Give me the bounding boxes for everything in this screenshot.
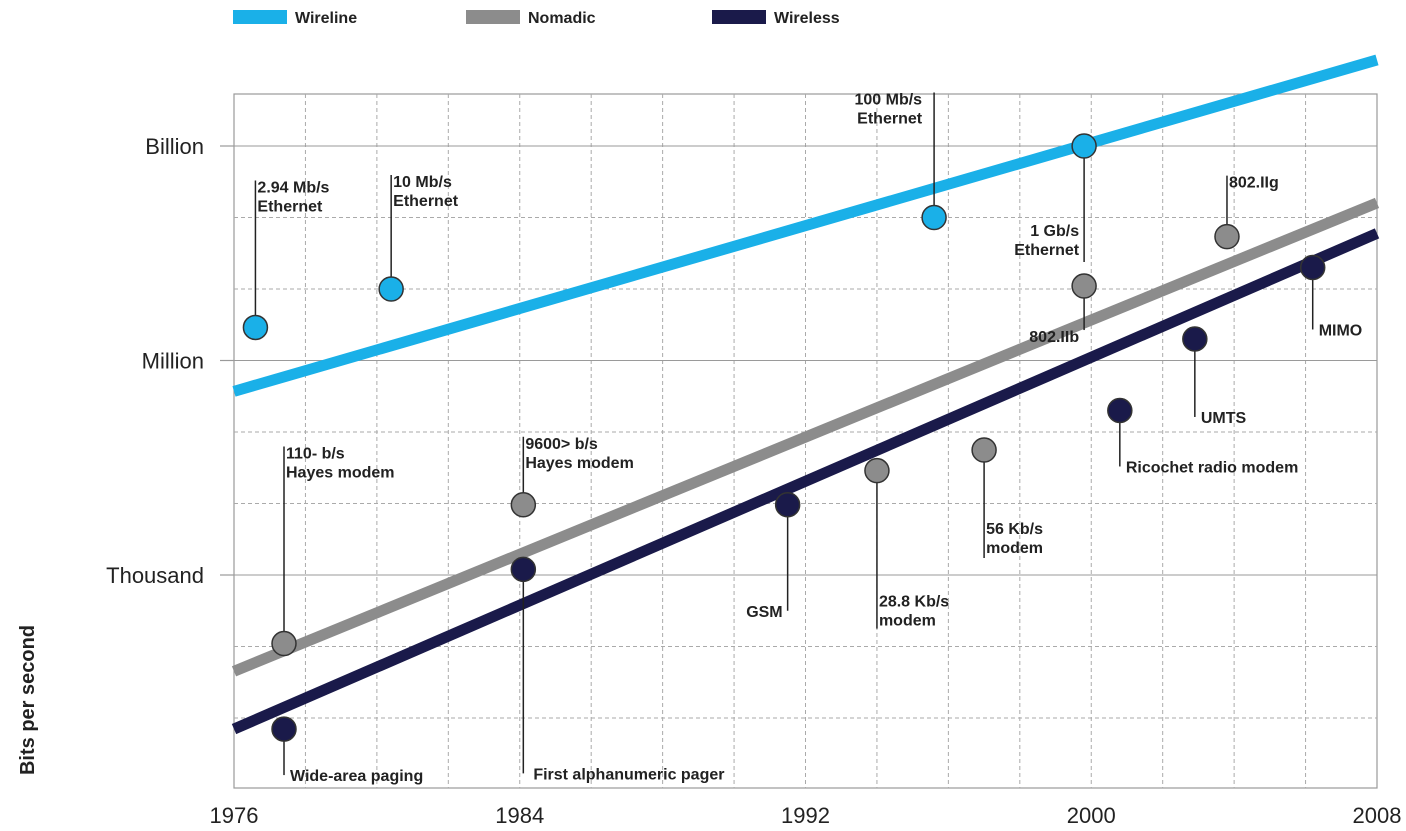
data-label: 9600> b/s xyxy=(525,436,598,453)
legend: Wireline Nomadic Wireless xyxy=(233,10,840,27)
y-tick-label: Billion xyxy=(145,134,204,159)
data-point-wireless xyxy=(510,556,537,583)
data-annotations: 2.94 Mb/s Ethernet 10 Mb/s Ethernet 100 Mb/s… xyxy=(257,92,1362,786)
data-label: modem xyxy=(986,540,1043,557)
x-tick-label: 2000 xyxy=(1067,803,1116,828)
data-point-nomadic xyxy=(1214,223,1240,250)
data-point-wireline xyxy=(378,276,404,302)
legend-label-nomadic: Nomadic xyxy=(528,10,596,27)
x-tick-label: 2008 xyxy=(1353,803,1402,828)
legend-swatch-wireline xyxy=(233,10,287,24)
data-label: 802.IIg xyxy=(1229,175,1279,192)
trend-line-nomadic xyxy=(231,197,1380,677)
data-label: First alphanumeric pager xyxy=(533,766,724,783)
x-axis-ticks: 1976 1984 1992 2000 2008 xyxy=(210,803,1402,828)
data-point-nomadic xyxy=(1071,273,1097,299)
trend-lines xyxy=(231,54,1380,735)
data-point-nomadic xyxy=(510,492,537,518)
data-point-wireless xyxy=(271,716,297,742)
data-points xyxy=(242,133,1326,742)
data-label: Ethernet xyxy=(393,193,459,210)
data-point-wireline xyxy=(1071,133,1097,159)
data-label: MIMO xyxy=(1319,322,1363,339)
y-tick-label: Million xyxy=(142,349,204,374)
data-label: 802.IIb xyxy=(1029,329,1079,346)
data-label: Hayes modem xyxy=(286,465,395,482)
data-point-nomadic xyxy=(864,457,890,484)
data-label: 100 Mb/s xyxy=(854,92,922,109)
data-label: Ethernet xyxy=(1014,242,1080,259)
x-tick-label: 1976 xyxy=(210,803,259,828)
legend-swatch-wireless xyxy=(712,10,766,24)
data-label: modem xyxy=(879,613,936,630)
trend-line-wireline xyxy=(232,54,1379,397)
data-label: Ricochet radio modem xyxy=(1126,459,1298,476)
legend-swatch-nomadic xyxy=(466,10,520,24)
chart-grid xyxy=(233,93,1378,789)
data-label: 10 Mb/s xyxy=(393,174,452,191)
data-point-wireless xyxy=(1299,254,1326,281)
data-point-wireless xyxy=(1107,397,1133,424)
data-label: 110- b/s xyxy=(286,446,345,463)
y-tick-label: Thousand xyxy=(106,563,204,588)
data-label: 56 Kb/s xyxy=(986,521,1043,538)
x-tick-label: 1992 xyxy=(781,803,830,828)
y-axis-ticks: Thousand Million Billion xyxy=(106,134,234,588)
data-point-wireline xyxy=(921,204,947,231)
data-label: UMTS xyxy=(1201,410,1247,427)
data-label: 2.94 Mb/s xyxy=(257,179,329,196)
data-label: 28.8 Kb/s xyxy=(879,594,949,611)
legend-label-wireless: Wireless xyxy=(774,10,840,27)
trend-line-wireless xyxy=(231,228,1380,735)
data-point-nomadic xyxy=(271,630,297,657)
data-label: GSM xyxy=(746,604,782,621)
data-label: Hayes modem xyxy=(525,455,634,472)
data-point-wireless xyxy=(1182,326,1208,352)
y-axis-label: Bits per second xyxy=(17,625,39,775)
data-label: Ethernet xyxy=(857,111,923,128)
data-label: 1 Gb/s xyxy=(1030,223,1079,240)
legend-label-wireline: Wireline xyxy=(295,10,357,27)
data-label: Ethernet xyxy=(257,198,323,215)
data-label: Wide-area paging xyxy=(290,768,423,785)
data-point-nomadic xyxy=(971,437,997,463)
data-point-wireless xyxy=(774,492,801,518)
x-tick-label: 1984 xyxy=(495,803,544,828)
data-point-wireline xyxy=(242,314,269,341)
